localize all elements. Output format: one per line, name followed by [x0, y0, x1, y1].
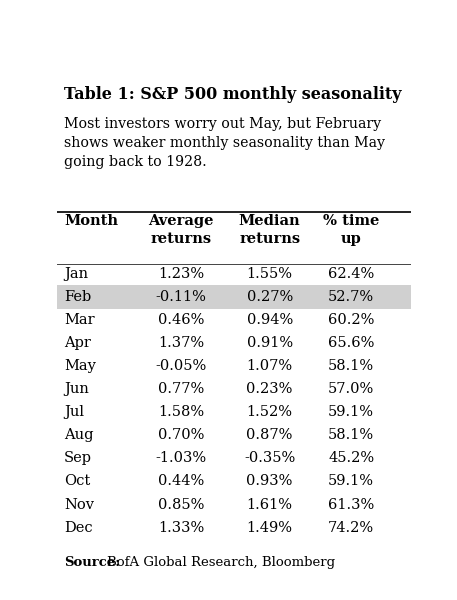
Text: Month: Month — [64, 214, 118, 228]
Text: 1.58%: 1.58% — [158, 405, 204, 419]
Text: 1.49%: 1.49% — [247, 521, 292, 535]
Text: 0.70%: 0.70% — [158, 428, 204, 442]
Text: 1.23%: 1.23% — [158, 266, 204, 281]
Text: 59.1%: 59.1% — [328, 405, 374, 419]
Text: 60.2%: 60.2% — [328, 313, 374, 327]
Text: Sep: Sep — [64, 451, 92, 466]
Text: 1.55%: 1.55% — [247, 266, 292, 281]
Text: 0.87%: 0.87% — [246, 428, 293, 442]
Text: Median
returns: Median returns — [239, 214, 300, 245]
Text: 0.77%: 0.77% — [158, 382, 204, 396]
Text: Jun: Jun — [64, 382, 89, 396]
Text: 57.0%: 57.0% — [328, 382, 374, 396]
Text: Apr: Apr — [64, 336, 91, 350]
Text: 1.07%: 1.07% — [247, 359, 292, 373]
Text: -0.11%: -0.11% — [156, 290, 207, 304]
Text: Average
returns: Average returns — [149, 214, 214, 245]
Text: BofA Global Research, Bloomberg: BofA Global Research, Bloomberg — [106, 556, 335, 569]
Text: -0.05%: -0.05% — [155, 359, 207, 373]
Text: Nov: Nov — [64, 497, 94, 512]
Text: -0.35%: -0.35% — [244, 451, 295, 466]
Text: 1.37%: 1.37% — [158, 336, 204, 350]
Text: 1.61%: 1.61% — [247, 497, 292, 512]
Text: 0.23%: 0.23% — [246, 382, 293, 396]
Text: 1.52%: 1.52% — [247, 405, 292, 419]
Text: Most investors worry out May, but February
shows weaker monthly seasonality than: Most investors worry out May, but Februa… — [64, 117, 385, 169]
Text: -1.03%: -1.03% — [155, 451, 207, 466]
Text: 59.1%: 59.1% — [328, 475, 374, 488]
Text: 0.46%: 0.46% — [158, 313, 204, 327]
Text: 0.94%: 0.94% — [246, 313, 293, 327]
Text: Oct: Oct — [64, 475, 90, 488]
Text: Feb: Feb — [64, 290, 91, 304]
Text: 61.3%: 61.3% — [328, 497, 374, 512]
Text: % time
up: % time up — [323, 214, 379, 245]
Text: Dec: Dec — [64, 521, 93, 535]
Text: Source:: Source: — [64, 556, 120, 569]
Text: 0.27%: 0.27% — [246, 290, 293, 304]
Text: Table 1: S&P 500 monthly seasonality: Table 1: S&P 500 monthly seasonality — [64, 86, 402, 103]
Text: Jul: Jul — [64, 405, 84, 419]
FancyBboxPatch shape — [57, 285, 411, 309]
Text: Aug: Aug — [64, 428, 94, 442]
Text: 0.85%: 0.85% — [158, 497, 204, 512]
Text: 45.2%: 45.2% — [328, 451, 374, 466]
Text: 65.6%: 65.6% — [328, 336, 374, 350]
Text: 0.44%: 0.44% — [158, 475, 204, 488]
Text: Jan: Jan — [64, 266, 88, 281]
Text: May: May — [64, 359, 96, 373]
Text: 74.2%: 74.2% — [328, 521, 374, 535]
Text: 0.93%: 0.93% — [246, 475, 293, 488]
Text: 58.1%: 58.1% — [328, 428, 374, 442]
Text: Mar: Mar — [64, 313, 95, 327]
Text: 1.33%: 1.33% — [158, 521, 204, 535]
Text: 62.4%: 62.4% — [328, 266, 374, 281]
Text: 0.91%: 0.91% — [247, 336, 292, 350]
Text: 58.1%: 58.1% — [328, 359, 374, 373]
Text: 52.7%: 52.7% — [328, 290, 374, 304]
